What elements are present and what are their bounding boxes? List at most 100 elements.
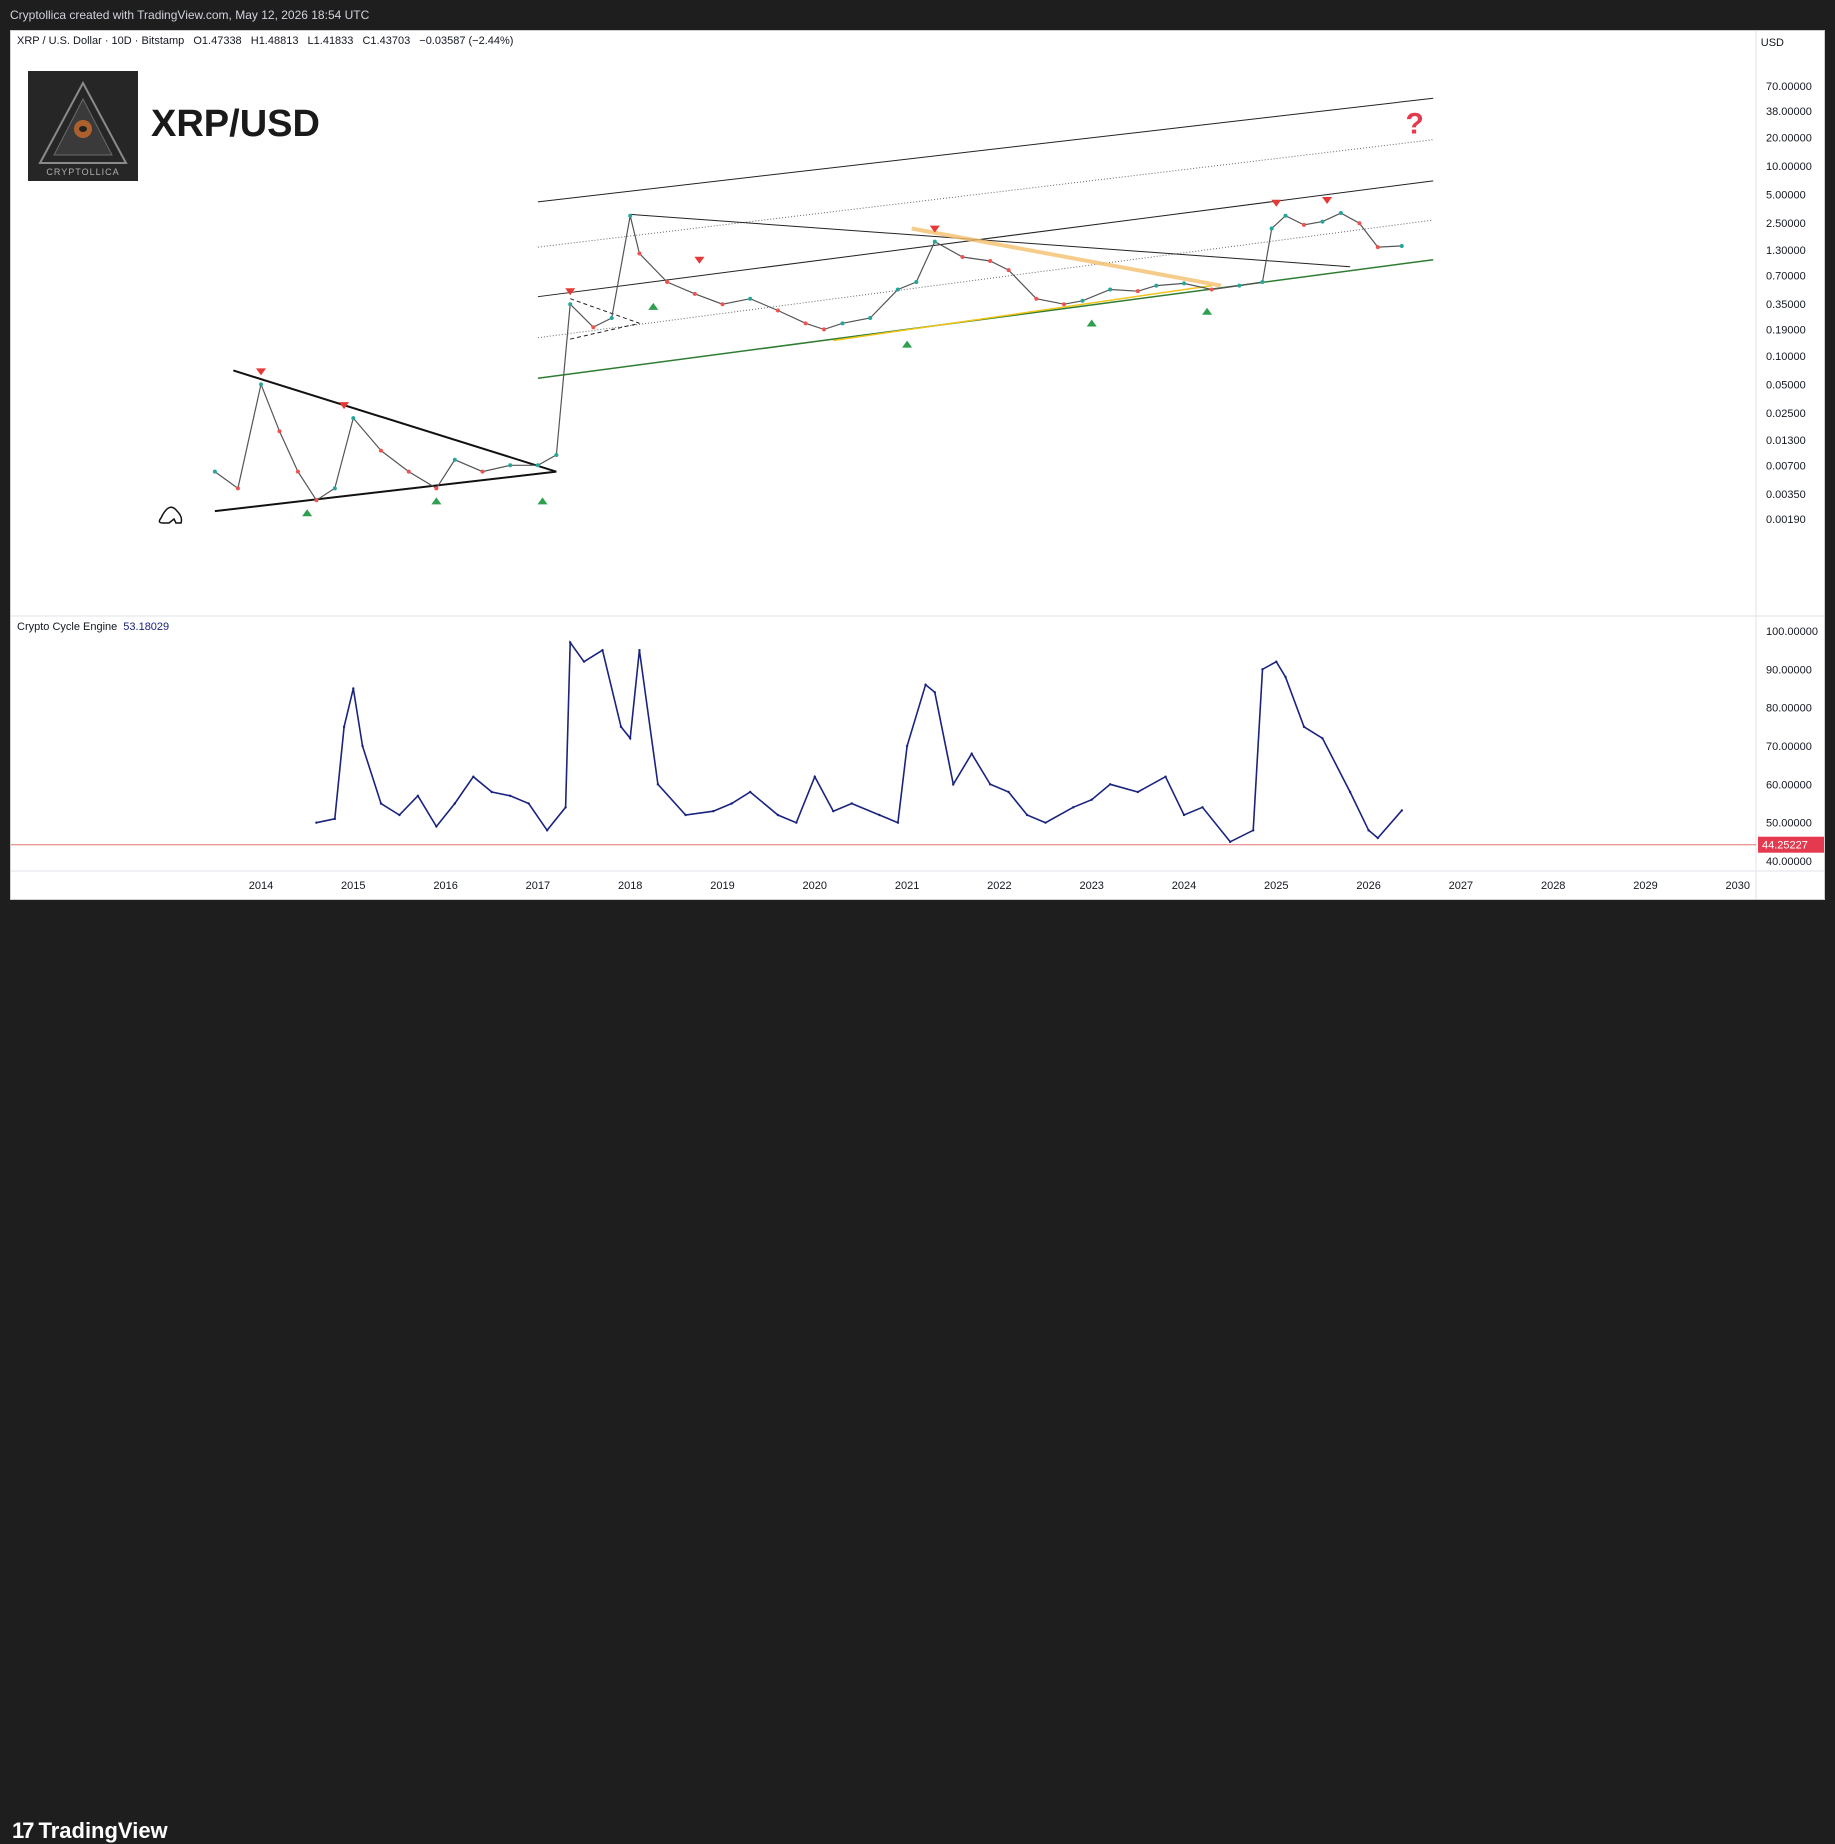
channel-mid-line [537,180,1434,298]
buy-arrow-icon [431,497,442,505]
time-tick-label: 2019 [710,880,734,892]
buy-arrow-icon [1202,307,1213,315]
oscillator-point [601,648,604,652]
tradingview-brand: TradingView [38,1818,168,1843]
oscillator-point [453,802,457,805]
chart-area[interactable]: ? 0.00190 0.00350 0.00700 0.01300 0.02500 0.0… [10,30,1825,900]
price-tick-label: 0.10000 [1766,351,1806,363]
oscillator-point [656,783,660,786]
time-tick-label: 2024 [1172,880,1196,892]
buy-arrow-icon [648,302,659,310]
chart-svg[interactable]: ? 0.00190 0.00350 0.00700 0.01300 0.02500 0.0… [11,31,1825,900]
oscillator-point [1261,668,1264,671]
price-point [277,429,282,434]
oscillator-point [730,802,733,805]
price-point [775,308,780,313]
high-value: H1.48813 [250,35,299,47]
pennant-lower-line [570,322,640,340]
brand-logo: CRYPTOLLICA [28,71,138,181]
osc-tick-label: 90.00000 [1766,664,1812,676]
price-series-line [214,212,1402,502]
sell-arrow-icon [694,256,705,264]
oscillator-name[interactable]: Crypto Cycle Engine [17,621,118,633]
buy-arrow-icon [302,509,313,517]
pennant-upper-line [570,298,640,324]
price-point [840,321,845,326]
price-point [406,469,411,474]
price-tick-label: 20.00000 [1766,133,1812,145]
buy-arrow-icon [902,340,913,348]
time-tick-label: 2017 [526,880,550,892]
price-point [434,486,439,491]
price-tick-label: 0.70000 [1766,271,1806,283]
oscillator-point [1072,806,1075,809]
price-point [1182,281,1186,286]
tradingview-mark-icon: 17 [12,1818,35,1843]
oscillator-point [878,813,881,817]
price-point [628,213,633,218]
price-point [1269,226,1274,231]
oscillator-point [629,737,632,740]
sell-arrow-icon [929,225,940,233]
price-point [259,382,263,387]
price-tick-label: 0.35000 [1766,299,1806,311]
symbol-name[interactable]: XRP / U.S. Dollar · 10D · Bitstamp [17,35,185,47]
price-tick-label: 0.02500 [1766,408,1806,420]
price-point [822,327,827,332]
oscillator-point [1348,790,1352,794]
price-point [1320,219,1325,224]
oscillator-point [582,660,586,663]
price-point [748,296,753,301]
brand-logo-text: CRYPTOLLICA [46,167,120,177]
time-tick-label: 2026 [1356,880,1380,892]
price-tick-label: 38.00000 [1766,106,1812,118]
price-point [332,486,337,491]
price-point [1135,289,1140,294]
price-point [235,486,240,491]
oscillator-point [1044,821,1047,824]
price-point [314,498,319,503]
oscillator-point [712,809,715,813]
oscillator-point [509,794,512,798]
oscillator-point [416,794,420,798]
sell-arrow-icon [1271,199,1282,207]
channel-dotted-line [537,139,1434,248]
oscillator-point [988,783,992,786]
price-point [1260,279,1265,284]
price-point [868,316,873,321]
price-point [932,239,937,244]
oscillator-point [342,725,346,729]
tradingview-logo[interactable]: 17 TradingView [12,1818,168,1844]
triangle-lower-line [214,470,557,513]
price-point [295,469,300,474]
low-value: L1.41833 [307,35,354,47]
oscillator-point [398,813,401,817]
oscillator-point [619,725,623,729]
oscillator-point [1400,809,1404,812]
price-point [351,416,356,421]
time-tick-label: 2025 [1264,880,1288,892]
oscillator-point [1367,829,1370,832]
oscillator-point [435,825,438,828]
oscillator-point [638,648,641,652]
oscillator-line [316,640,1403,843]
oscillator-point [748,790,752,794]
buy-arrow-icon [1086,319,1097,327]
price-tick-label: 70.00000 [1766,81,1812,93]
baseline-badge [1758,836,1824,853]
time-tick-label: 2022 [987,880,1011,892]
currency-label[interactable]: USD [1760,37,1784,49]
price-point [1357,221,1362,226]
price-point [960,255,965,260]
close-value: C1.43703 [362,35,411,47]
price-point [1108,287,1113,292]
oscillator-point [361,744,364,748]
descending-resistance-line [630,213,1351,268]
dinosaur-icon [158,506,183,524]
oscillator-point [896,821,900,824]
oscillator-point [333,817,337,821]
price-tick-label: 10.00000 [1766,161,1812,173]
osc-tick-label: 50.00000 [1766,818,1812,830]
price-point [720,302,725,307]
oscillator-point [472,775,475,778]
